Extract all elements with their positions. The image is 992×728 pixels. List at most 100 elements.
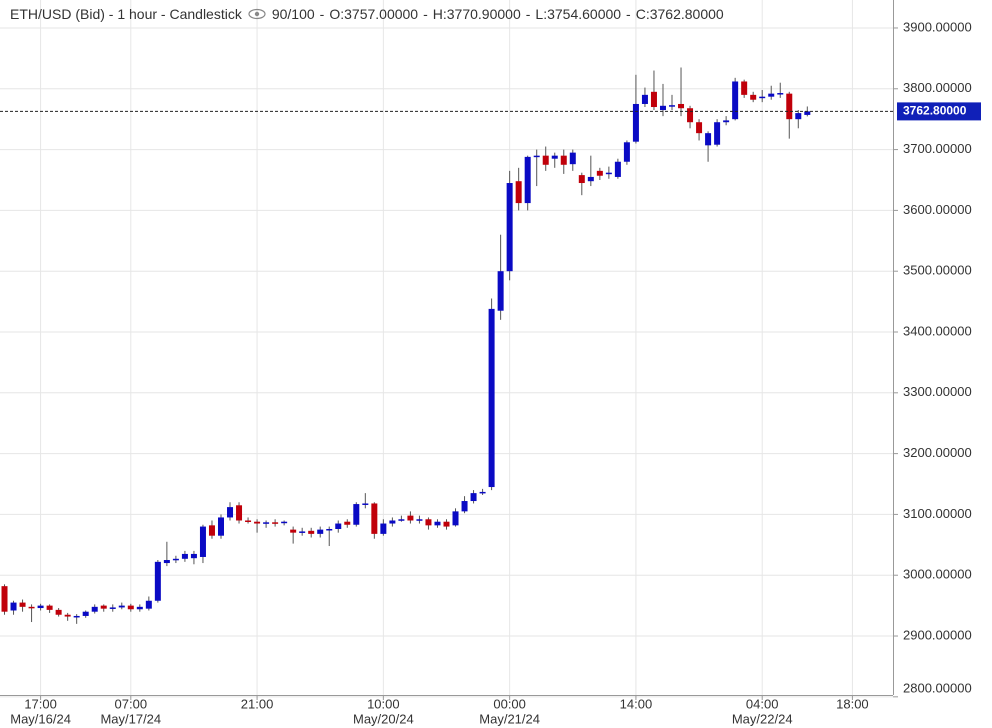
candle-body [696,122,703,134]
candle-body [759,96,766,99]
candle-body [723,120,730,123]
candle-body [335,523,342,530]
visibility-icon[interactable] [247,7,267,21]
candle-body [452,511,459,526]
candle-body [669,105,676,107]
x-date-label: May/17/24 [100,711,161,726]
candle-body [434,521,441,526]
y-tick-label: 3800.00000 [903,80,972,95]
candle-body [578,175,585,184]
x-tick-label: 00:00 [493,696,526,711]
candle-body [145,600,152,609]
candle-body [614,161,621,177]
candle-body [299,531,306,533]
candle-body [605,172,612,175]
candle-body [217,517,224,536]
stat-open: O:3757.00000 [329,6,419,22]
stat-low: L:3754.60000 [535,6,622,22]
stat-high: H:3770.90000 [432,6,521,22]
y-tick-label: 3700.00000 [903,141,972,156]
last-price-label: 3762.80000 [903,104,967,118]
candle-body [344,521,351,525]
separator: - [319,6,325,22]
x-tick-label: 07:00 [115,696,148,711]
candle-body [524,156,531,204]
candle-body [632,103,639,142]
candle-body [551,155,558,159]
candle-body [55,609,62,615]
candle-body [732,81,739,120]
candle-body [190,553,197,559]
candle-body [353,504,360,525]
candle-body [82,611,89,616]
candle-body [623,142,630,162]
candle-body [199,526,206,557]
candle-body [741,81,748,95]
candle-body [263,522,270,524]
candle-body [362,503,369,505]
candle-body [407,515,414,521]
y-tick-label: 2900.00000 [903,627,972,642]
candle-body [596,170,603,176]
candle-body [587,176,594,182]
candle-body [461,501,468,512]
candle-body [705,133,712,146]
y-tick-label: 3100.00000 [903,506,972,521]
y-tick-label: 3900.00000 [903,19,972,34]
x-tick-label: 14:00 [620,696,653,711]
candle-body [136,606,143,610]
candle-body [777,93,784,95]
candle-body [100,605,107,609]
candle-body [650,91,657,108]
candle-body [389,520,396,524]
chart-title: ETH/USD (Bid) - 1 hour - Candlestick [10,6,242,22]
candle-body [28,606,35,609]
separator: - [626,6,631,22]
candle-body [371,503,378,534]
candle-body [641,94,648,104]
x-date-label: May/22/24 [732,711,793,726]
candle-body [479,491,486,494]
candle-body [714,122,721,145]
candle-body [127,605,134,610]
candle-body [515,181,522,204]
candle-body [659,105,666,111]
candle-body [154,561,161,601]
candle-body [768,93,775,97]
candle-body [786,93,793,120]
candle-body [236,505,243,521]
candle-body [118,605,125,608]
candle-body [163,560,170,564]
candle-body [317,529,324,534]
candle-body [254,521,261,524]
candle-body [533,155,540,158]
candle-body [1,586,8,612]
y-tick-label: 3300.00000 [903,384,972,399]
separator: - [423,6,428,22]
y-tick-label: 3000.00000 [903,567,972,582]
candle-body [380,523,387,534]
candle-body [227,507,234,518]
candle-body [470,493,477,502]
candle-body [64,614,71,617]
candle-body [46,605,53,610]
candle-body [443,521,450,527]
x-date-label: May/16/24 [10,711,71,726]
stat-close: C:3762.80000 [635,6,724,22]
y-tick-label: 3400.00000 [903,323,972,338]
candle-body [542,155,549,165]
candle-body [10,602,17,611]
candle-body [245,520,252,522]
candle-body [290,529,297,533]
candle-body [506,183,513,272]
candle-body [19,602,26,607]
candle-body [91,606,98,612]
candle-body [425,519,432,526]
separator: - [525,6,531,22]
last-price-box [897,102,981,121]
candle-body [497,271,504,311]
y-tick-label: 3500.00000 [903,263,972,278]
